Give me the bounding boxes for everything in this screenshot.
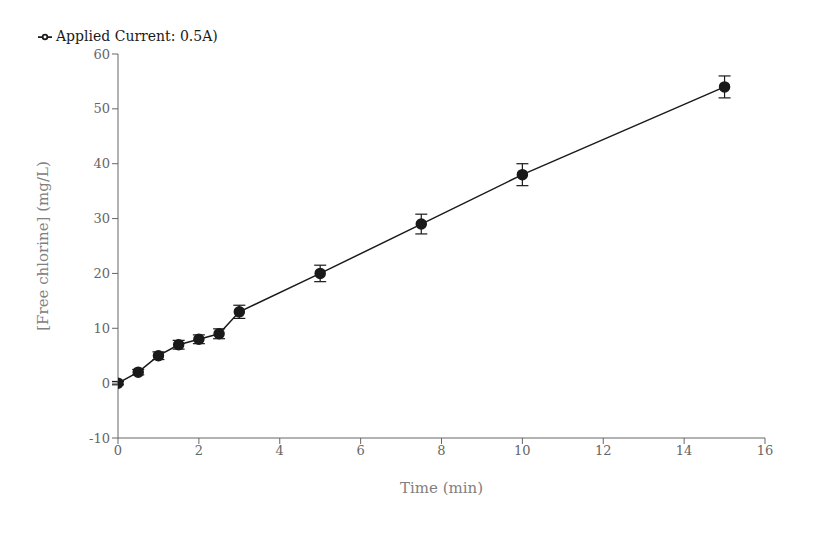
svg-text:0: 0 <box>114 443 122 458</box>
svg-text:10: 10 <box>93 321 110 336</box>
svg-text:12: 12 <box>595 443 612 458</box>
svg-text:16: 16 <box>757 443 774 458</box>
svg-text:8: 8 <box>437 443 445 458</box>
svg-text:20: 20 <box>93 266 110 281</box>
svg-text:10: 10 <box>514 443 531 458</box>
svg-text:0: 0 <box>102 376 110 391</box>
svg-text:4: 4 <box>276 443 284 458</box>
svg-text:14: 14 <box>676 443 693 458</box>
svg-text:40: 40 <box>93 156 110 171</box>
svg-text:30: 30 <box>93 211 110 226</box>
svg-text:-10: -10 <box>89 431 110 446</box>
svg-text:50: 50 <box>93 101 110 116</box>
svg-text:Time (min): Time (min) <box>400 479 483 497</box>
html-text:Applied Current: 0.5A): Applied Current: 0.5A) <box>56 28 218 44</box>
svg-text:60: 60 <box>93 47 110 62</box>
svg-text:2: 2 <box>195 443 203 458</box>
svg-text:[Free chlorine] (mg/L): [Free chlorine] (mg/L) <box>34 161 52 331</box>
svg-text:6: 6 <box>356 443 364 458</box>
